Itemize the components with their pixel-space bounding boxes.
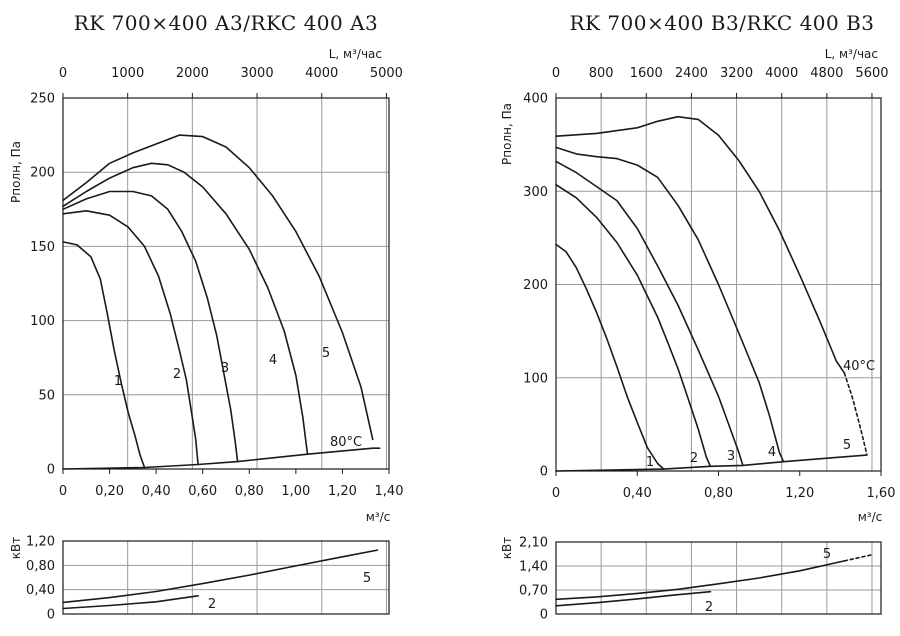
chart-b-top-tick-label: 3200 (720, 66, 753, 81)
chart-b-x-tick-label: 0,40 (623, 486, 652, 501)
chart-a-series-2 (62, 210, 199, 466)
chart-b-top-tick-label: 1600 (630, 66, 663, 81)
chart-a-y-tick-label: 100 (30, 314, 55, 329)
chart-b-series-1 (555, 243, 665, 470)
chart-a-x-tick-label: 1,40 (375, 484, 404, 499)
chart-b-series-3 (555, 160, 744, 467)
chart-a-curve-label: 5 (322, 346, 330, 361)
chart-b-y-tick-label: 400 (523, 92, 548, 107)
chart-a-series-3 (62, 190, 239, 463)
power-b-y-tick-label: 1,40 (519, 560, 548, 575)
chart-b-top-axis-label: L, м³/час (825, 47, 878, 61)
power-b-curve-label: 5 (823, 547, 831, 562)
chart-a-x-tick-label: 0,60 (188, 484, 217, 499)
chart-a-series-4 (62, 162, 309, 455)
chart-b-y-tick-label: 200 (523, 278, 548, 293)
power-b-plot-frame (555, 541, 882, 615)
chart-a-x-tick-label: 1,00 (281, 484, 310, 499)
chart-b-curve-label: 1 (646, 455, 654, 470)
power-b-y-tick-label: 0,70 (519, 584, 548, 599)
chart-b-curve-label: 5 (843, 438, 851, 453)
chart-a-top-tick-label: 2000 (176, 66, 209, 81)
power-a-y-axis-label: кВт (9, 537, 23, 559)
chart-b-title: RK 700×400 B3/RKC 400 B3 (569, 11, 874, 35)
power-b-y-tick-label: 2,10 (519, 536, 548, 551)
chart-b-y-tick-label: 100 (523, 371, 548, 386)
chart-b-series-5 (555, 115, 846, 374)
chart-a-series-5 (62, 134, 374, 441)
power-a-curve-label: 2 (208, 597, 216, 612)
chart-a-curve-label: 3 (221, 361, 229, 376)
chart-b-y-axis-label: Pполн, Па (500, 103, 514, 165)
chart-a-curve-label: 4 (269, 353, 277, 368)
chart-b-curve-label: 3 (727, 449, 735, 464)
power-a-plot-frame (62, 540, 390, 615)
chart-b-top-tick-label: 0 (552, 66, 560, 81)
power-a-y-tick-label: 0,80 (26, 559, 55, 574)
chart-b-curve-label: 4 (768, 445, 776, 460)
chart-b-x-tick-label: 1,20 (785, 486, 814, 501)
chart-b-top-tick-label: 2400 (675, 66, 708, 81)
chart-a-y-tick-label: 50 (38, 388, 55, 403)
chart-a-series-1 (62, 241, 146, 469)
chart-b-x-tick-label: 1,60 (867, 486, 896, 501)
chart-a-x-tick-label: 0,20 (95, 484, 124, 499)
chart-a-x-tick-label: 0,80 (235, 484, 264, 499)
chart-a-x-tick-label: 0 (59, 484, 67, 499)
chart-a-curve-label: 1 (114, 374, 122, 389)
chart-b-y-tick-label: 0 (540, 465, 548, 480)
chart-a-title: RK 700×400 A3/RKC 400 A3 (74, 11, 379, 35)
chart-b-x-tick-label: 0,80 (704, 486, 733, 501)
chart-b-series-5-extension (843, 372, 868, 455)
chart-b-series-4 (555, 146, 785, 463)
chart-a-curve-label: 2 (173, 367, 181, 382)
chart-a-y-tick-label: 200 (30, 166, 55, 181)
chart-b-series-40-C (555, 454, 868, 472)
chart-a-top-tick-label: 5000 (370, 66, 403, 81)
power-a-y-tick-label: 0 (47, 608, 55, 623)
chart-a-series-80-C (62, 447, 381, 470)
chart-a-curve-label: 80°C (330, 435, 362, 450)
chart-b-curve-label: 2 (690, 451, 698, 466)
chart-a-y-axis-label: Pполн, Па (9, 141, 23, 203)
power-a-series-5 (62, 549, 379, 604)
chart-a-x-tick-label: 0,40 (142, 484, 171, 499)
chart-b-top-tick-label: 800 (589, 66, 614, 81)
chart-b-x-tick-label: 0 (552, 486, 560, 501)
power-a-curve-label: 5 (363, 571, 371, 586)
chart-a-top-axis-label: L, м³/час (329, 47, 382, 61)
chart-a-top-tick-label: 0 (59, 66, 67, 81)
power-b-y-tick-label: 0 (540, 608, 548, 623)
chart-a-y-tick-label: 250 (30, 92, 55, 107)
chart-a-plot-frame (62, 97, 390, 470)
power-b-curve-label: 2 (705, 600, 713, 615)
power-a-y-tick-label: 1,20 (26, 535, 55, 550)
chart-b-top-tick-label: 5600 (855, 66, 888, 81)
chart-a-x-axis-label: м³/с (366, 510, 391, 524)
chart-b-x-axis-label: м³/с (858, 510, 883, 524)
chart-a-y-tick-label: 0 (47, 463, 55, 478)
power-b-y-axis-label: кВт (500, 537, 514, 559)
chart-b-series-2 (555, 183, 712, 468)
chart-a-top-tick-label: 4000 (305, 66, 338, 81)
power-a-y-tick-label: 0,40 (26, 583, 55, 598)
chart-a-y-tick-label: 150 (30, 240, 55, 255)
chart-a-x-tick-label: 1,20 (328, 484, 357, 499)
power-b-series-2 (555, 590, 712, 607)
power-b-series-5-extension (843, 554, 872, 562)
chart-a-top-tick-label: 3000 (241, 66, 274, 81)
chart-b-plot-frame (555, 97, 882, 472)
chart-b-curve-label: 40°C (843, 359, 875, 374)
power-a-series-2 (62, 595, 199, 610)
chart-b-top-tick-label: 4800 (810, 66, 843, 81)
chart-b-top-tick-label: 4000 (765, 66, 798, 81)
chart-b-y-tick-label: 300 (523, 185, 548, 200)
power-b-series-5 (555, 560, 846, 601)
chart-a-top-tick-label: 1000 (111, 66, 144, 81)
